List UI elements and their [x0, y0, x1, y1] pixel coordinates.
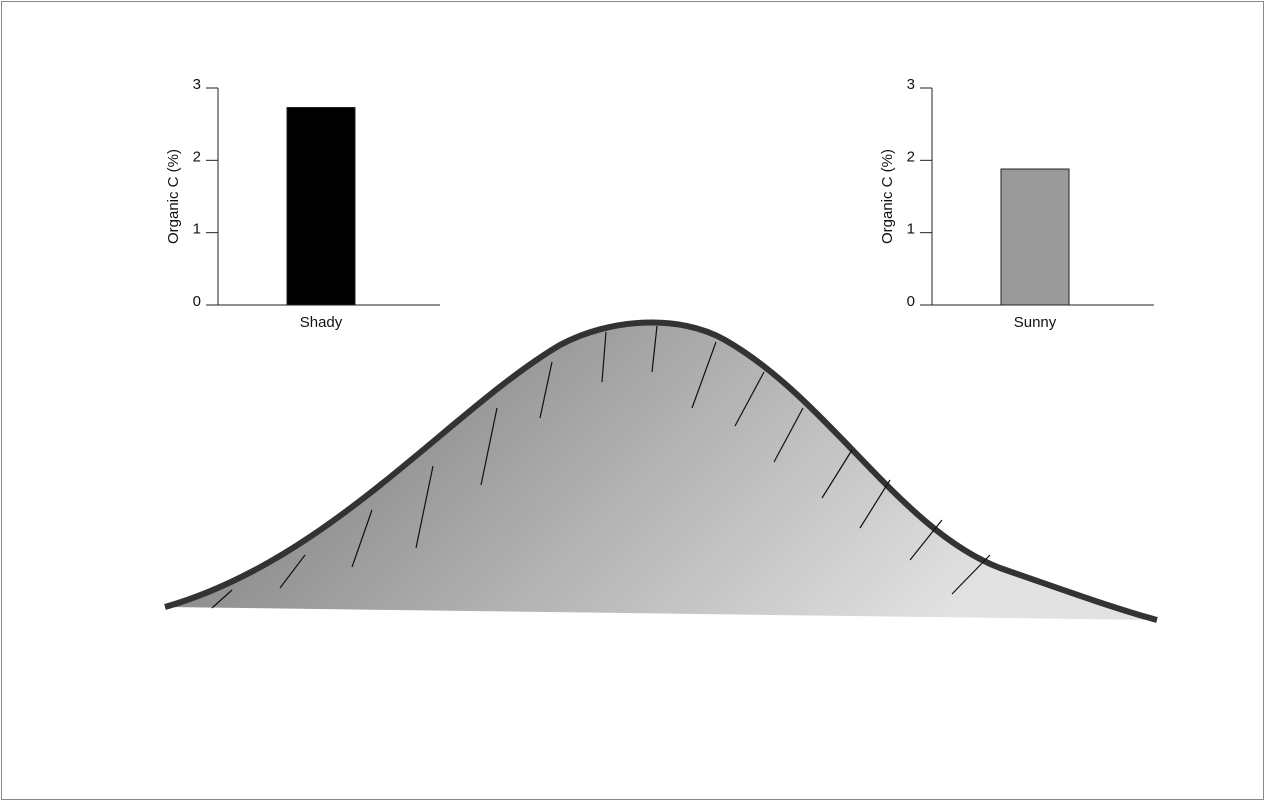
- bar: [1001, 169, 1069, 305]
- bar-chart: 0 1 2 3 Organic C (%) Shady: [165, 76, 440, 331]
- y-tick-label: 3: [907, 76, 915, 93]
- bar: [287, 108, 355, 305]
- y-tick-label: 1: [907, 221, 915, 238]
- y-tick-label: 2: [907, 148, 915, 165]
- hill-illustration: [165, 322, 1157, 620]
- y-tick-label: 0: [193, 293, 201, 310]
- y-tick-label: 2: [193, 148, 201, 165]
- bar-chart: 0 1 2 3 Organic C (%) Sunny: [879, 76, 1154, 331]
- y-tick-label: 1: [193, 221, 201, 238]
- y-tick-label: 3: [193, 76, 201, 93]
- x-tick-label: Sunny: [1014, 314, 1057, 331]
- y-axis-label: Organic C (%): [165, 149, 182, 244]
- page: {"chart_data": [ {"type": "bar", "y_labe…: [0, 0, 1265, 801]
- x-tick-label: Shady: [300, 314, 343, 331]
- y-axis-label: Organic C (%): [879, 149, 896, 244]
- hill: [165, 322, 1157, 620]
- y-tick-label: 0: [907, 293, 915, 310]
- figure: 0 1 2 3 Organic C (%) Shady 0 1 2 3 Organic C (%) S…: [0, 0, 1265, 801]
